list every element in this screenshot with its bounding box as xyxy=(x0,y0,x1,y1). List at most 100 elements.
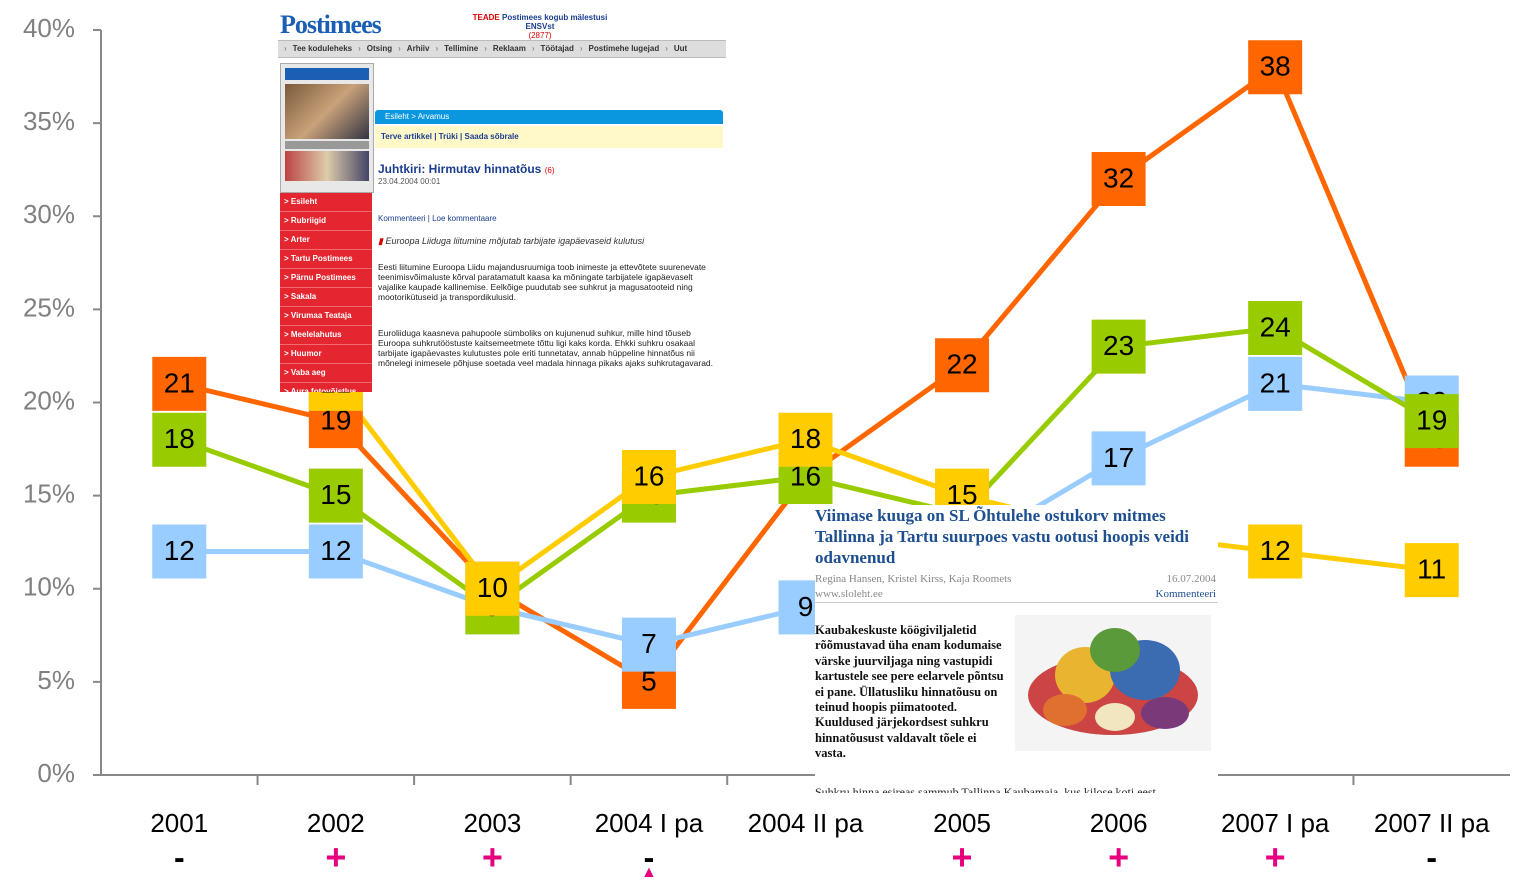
menu-item[interactable]: > Virumaa Teataja xyxy=(280,307,372,326)
x-tick-label: 2005 xyxy=(933,808,991,838)
nav-separator: › xyxy=(665,44,668,53)
data-label: 12 xyxy=(164,535,195,566)
postimees-screenshot: Postimees TEADE Postimees kogub mälestus… xyxy=(278,10,726,392)
comments-link[interactable]: Kommenteeri | Loe kommentaare xyxy=(378,214,497,223)
page: 0%5%10%15%20%25%30%35%40%2001-2002+2003+… xyxy=(0,0,1514,879)
y-tick-label: 5% xyxy=(37,665,75,695)
newspaper-thumbnail xyxy=(280,63,374,193)
y-tick-label: 30% xyxy=(23,199,75,229)
y-tick-label: 35% xyxy=(23,106,75,136)
menu-item[interactable]: > Sakala xyxy=(280,288,372,307)
headline-text: Juhtkiri: Hirmutav hinnatõus xyxy=(378,162,541,176)
nav-separator: › xyxy=(358,44,361,53)
comments-link[interactable]: Kommenteeri xyxy=(1156,588,1216,600)
menu-item[interactable]: > Rubriigid xyxy=(280,212,372,231)
x-tick-label: 2001 xyxy=(150,808,208,838)
menu-item[interactable]: > Vaba aeg xyxy=(280,364,372,383)
data-label: 12 xyxy=(1260,535,1291,566)
menu-item[interactable]: > Tartu Postimees xyxy=(280,250,372,269)
data-label: 11 xyxy=(1417,554,1446,585)
authors: Regina Hansen, Kristel Kirss, Kaja Roome… xyxy=(815,573,1011,585)
data-label: 24 xyxy=(1260,311,1291,342)
data-label: 15 xyxy=(320,479,351,510)
thumb-photo xyxy=(285,84,369,139)
y-tick-label: 40% xyxy=(23,13,75,43)
nav-separator: › xyxy=(580,44,583,53)
nav-item[interactable]: Töötajad xyxy=(541,44,574,53)
body: Suhkru hinna esireas sammub Tallinna Kau… xyxy=(815,785,1218,793)
data-label: 16 xyxy=(633,460,664,491)
menu-item[interactable]: > Aura fotovõistlus xyxy=(280,383,372,392)
data-label: 21 xyxy=(164,367,195,398)
lead-icon: ▮ xyxy=(378,236,383,246)
menu-item[interactable]: > Huumor xyxy=(280,345,372,364)
breadcrumb: Esileht > Arvamus xyxy=(375,110,723,124)
data-label: 12 xyxy=(320,535,351,566)
nav-item[interactable]: Uut xyxy=(674,44,687,53)
paragraph: Eesti liitumine Euroopa Liidu majandusru… xyxy=(378,262,718,302)
notice-label: TEADE xyxy=(473,13,500,22)
side-menu: > Esileht> Rubriigid> Arter> Tartu Posti… xyxy=(280,193,372,392)
notice-text: Postimees kogub mälestusi ENSVst xyxy=(502,13,607,31)
thumb-text xyxy=(285,141,369,149)
y-tick-label: 10% xyxy=(23,572,75,602)
y-tick-label: 0% xyxy=(37,758,75,788)
headline-count: (6) xyxy=(545,166,555,175)
data-label: 9 xyxy=(798,591,814,622)
sign: + xyxy=(1108,837,1129,878)
x-tick-label: 2004 II pa xyxy=(748,808,864,838)
y-tick-label: 15% xyxy=(23,479,75,509)
data-label: 32 xyxy=(1103,162,1134,193)
nav-separator: › xyxy=(284,44,287,53)
notice-count: (2877) xyxy=(528,31,551,40)
sign: + xyxy=(482,837,503,878)
nav-separator: › xyxy=(435,44,438,53)
headline: Viimase kuuga on SL Õhtulehe ostukorv mi… xyxy=(815,505,1205,568)
sign-mark: ▲ xyxy=(641,864,657,879)
x-tick-label: 2003 xyxy=(463,808,521,838)
photo-shape xyxy=(1043,694,1087,726)
lead: Kaubakeskuste köögiviljaletid rõõmustava… xyxy=(815,623,1005,762)
nav-item[interactable]: Otsing xyxy=(367,44,392,53)
date: 16.07.2004 xyxy=(1167,573,1217,585)
menu-item[interactable]: > Meelelahutus xyxy=(280,326,372,345)
ohtuleht-screenshot: Viimase kuuga on SL Õhtulehe ostukorv mi… xyxy=(815,505,1218,793)
sign: - xyxy=(1426,839,1437,875)
x-tick-label: 2007 I pa xyxy=(1221,808,1330,838)
data-label: 19 xyxy=(1416,405,1447,436)
divider xyxy=(815,602,1218,603)
nav-separator: › xyxy=(532,44,535,53)
x-tick-label: 2007 II pa xyxy=(1374,808,1490,838)
nav-item[interactable]: Tellimine xyxy=(444,44,478,53)
data-label: 38 xyxy=(1260,51,1291,82)
date: 23.04.2004 00:01 xyxy=(378,177,440,186)
data-label: 18 xyxy=(790,423,821,454)
data-label: 10 xyxy=(477,572,508,603)
data-label: 21 xyxy=(1260,367,1291,398)
nav-separator: › xyxy=(398,44,401,53)
thumb-masthead xyxy=(285,68,369,80)
y-tick-label: 20% xyxy=(23,385,75,415)
photo-shape xyxy=(1090,628,1140,672)
nav-separator: › xyxy=(484,44,487,53)
headline: Juhtkiri: Hirmutav hinnatõus (6) xyxy=(378,162,554,176)
nav-item[interactable]: Reklaam xyxy=(493,44,526,53)
x-tick-label: 2002 xyxy=(307,808,365,838)
nav-item[interactable]: Postimehe lugejad xyxy=(589,44,660,53)
nav-item[interactable]: Arhiiv xyxy=(407,44,430,53)
chart: 0%5%10%15%20%25%30%35%40%2001-2002+2003+… xyxy=(0,0,1514,879)
photo-shape xyxy=(1141,697,1189,729)
sign: + xyxy=(1265,837,1286,878)
grocery-photo xyxy=(1015,615,1211,751)
thumb-photo xyxy=(285,151,369,181)
menu-item[interactable]: > Arter xyxy=(280,231,372,250)
x-tick-label: 2006 xyxy=(1090,808,1148,838)
sign: + xyxy=(325,837,346,878)
menu-item[interactable]: > Pärnu Postimees xyxy=(280,269,372,288)
lead: ▮ Euroopa Liiduga liitumine mõjutab tarb… xyxy=(378,236,644,247)
photo-shape xyxy=(1095,703,1135,731)
menu-item[interactable]: > Esileht xyxy=(280,193,372,212)
article-tools: Terve artikkel | Trüki | Saada sõbrale xyxy=(375,126,723,148)
data-label: 18 xyxy=(164,423,195,454)
nav-item[interactable]: Tee koduleheks xyxy=(293,44,352,53)
